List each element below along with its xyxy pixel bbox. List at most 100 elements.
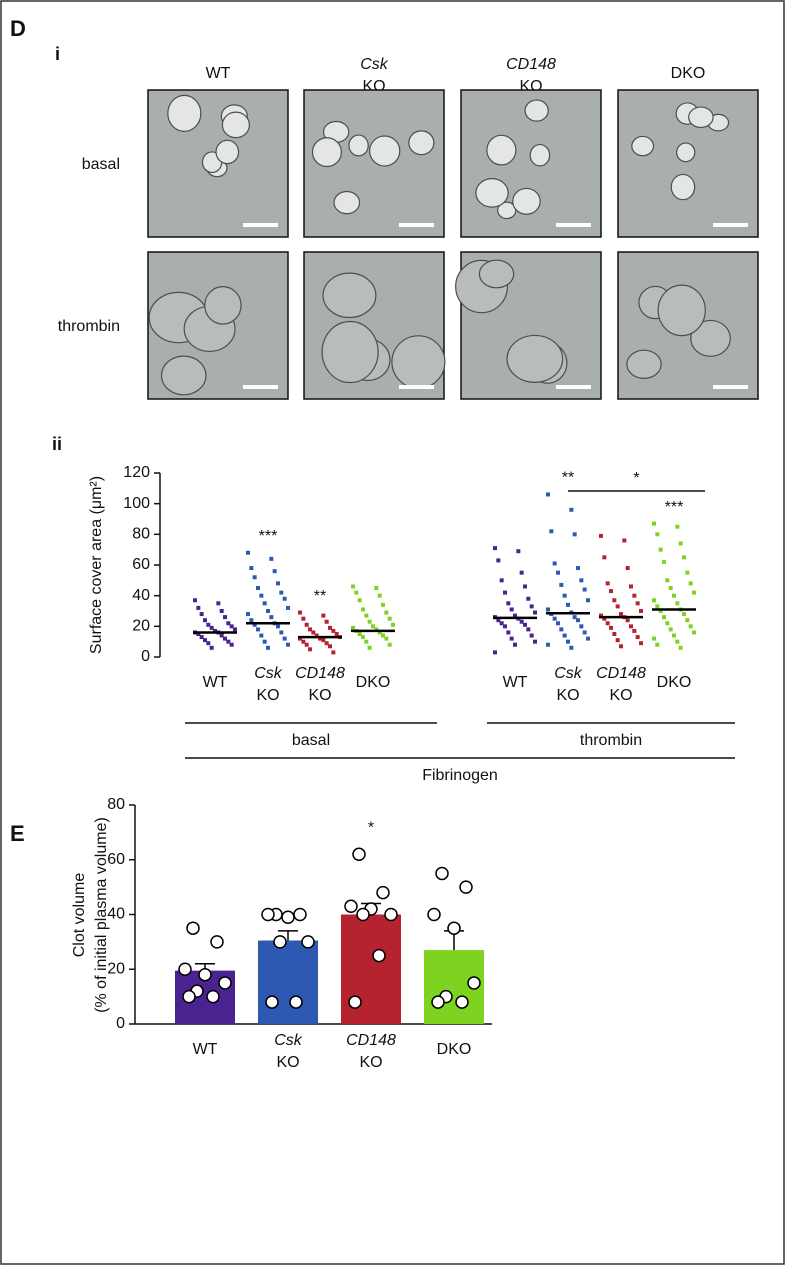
dot xyxy=(496,618,501,623)
dot xyxy=(318,636,322,641)
dot xyxy=(381,602,385,607)
dot xyxy=(203,618,207,623)
dot xyxy=(328,644,332,649)
y-tick-label: 40 xyxy=(132,587,150,604)
dot xyxy=(361,607,365,612)
dot xyxy=(199,635,204,640)
significance: *** xyxy=(665,499,684,516)
dot xyxy=(384,636,389,641)
dot xyxy=(566,639,570,644)
dot xyxy=(652,636,656,641)
dot xyxy=(682,612,686,617)
dot xyxy=(629,624,633,629)
significance: * xyxy=(633,470,639,487)
cell xyxy=(676,142,696,163)
dot xyxy=(556,621,560,626)
dot xyxy=(513,613,517,618)
cell xyxy=(215,139,240,165)
y-tick-label: 100 xyxy=(123,495,150,512)
dot xyxy=(324,619,329,624)
dot xyxy=(249,566,254,571)
cell xyxy=(524,99,549,122)
dot xyxy=(301,616,306,621)
subpanel-label: ii xyxy=(52,434,62,454)
dot xyxy=(579,578,584,583)
dot xyxy=(602,616,607,621)
point xyxy=(210,935,224,949)
dot xyxy=(519,570,524,575)
dot xyxy=(311,630,316,635)
dot xyxy=(546,607,550,612)
dot xyxy=(206,641,211,646)
dot xyxy=(605,621,610,626)
dot xyxy=(556,570,560,575)
dot xyxy=(321,613,326,618)
cell xyxy=(512,187,541,215)
cell xyxy=(204,286,242,325)
dot xyxy=(266,609,270,613)
x-tick-label: CD148 xyxy=(295,665,345,682)
panel-label: D xyxy=(10,16,26,41)
y-axis-label: Clot volume xyxy=(71,873,88,958)
dot xyxy=(546,492,550,497)
dot xyxy=(552,561,557,566)
dot xyxy=(229,624,234,629)
x-tick-label: KO xyxy=(609,687,632,704)
cell xyxy=(221,111,250,139)
dot xyxy=(672,593,676,598)
dot xyxy=(203,638,207,643)
dot xyxy=(566,602,570,607)
point xyxy=(431,995,445,1009)
dot xyxy=(259,633,264,638)
point xyxy=(348,995,362,1009)
x-tick-label: Csk xyxy=(554,665,583,682)
point xyxy=(206,989,220,1004)
dot xyxy=(351,625,355,630)
cell xyxy=(478,259,515,289)
dot xyxy=(286,605,290,610)
point xyxy=(186,921,200,935)
dot xyxy=(549,529,554,534)
cell xyxy=(688,106,714,129)
dot xyxy=(308,647,312,652)
dot xyxy=(381,633,385,638)
dot xyxy=(582,587,587,592)
dot xyxy=(216,601,221,606)
dot xyxy=(367,619,372,624)
dot xyxy=(579,624,584,629)
point xyxy=(352,847,366,862)
dot xyxy=(269,615,274,620)
dot xyxy=(493,546,497,551)
dot xyxy=(572,615,577,620)
point xyxy=(265,995,279,1009)
point xyxy=(178,962,192,976)
dot xyxy=(599,533,603,538)
dot xyxy=(286,642,290,647)
dot xyxy=(357,598,362,603)
point xyxy=(356,907,370,922)
dot xyxy=(612,598,617,603)
dot xyxy=(639,641,643,646)
dot xyxy=(576,618,580,623)
dot xyxy=(509,636,514,641)
dot xyxy=(612,632,617,636)
cell xyxy=(626,349,662,379)
dot xyxy=(233,627,237,632)
row-label: basal xyxy=(82,156,120,173)
subpanel-label: i xyxy=(55,44,60,64)
dot xyxy=(602,555,607,560)
dot xyxy=(298,636,302,641)
cell xyxy=(408,130,435,156)
cell xyxy=(475,178,509,208)
dot xyxy=(331,628,336,633)
point xyxy=(427,907,441,922)
point xyxy=(376,885,390,900)
dot xyxy=(678,645,683,650)
dot xyxy=(321,638,326,643)
dot xyxy=(668,627,673,632)
dot xyxy=(384,610,389,615)
x-tick-label: WT xyxy=(203,674,228,691)
dot xyxy=(262,601,267,606)
dot xyxy=(206,622,211,627)
dot xyxy=(279,630,284,635)
